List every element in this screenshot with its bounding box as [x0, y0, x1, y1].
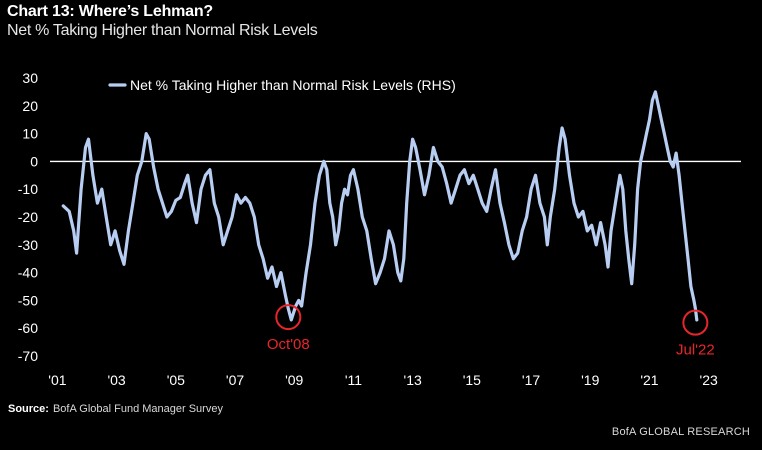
- legend-label: Net % Taking Higher than Normal Risk Lev…: [130, 77, 456, 93]
- y-tick-label: -70: [18, 348, 38, 364]
- x-tick-label: '03: [107, 372, 125, 388]
- y-tick-label: 20: [22, 98, 38, 114]
- x-tick-label: '23: [700, 372, 718, 388]
- y-tick-label: -40: [18, 265, 38, 281]
- series-line: [61, 90, 699, 322]
- source-note: Source: BofA Global Fund Manager Survey: [8, 403, 223, 415]
- y-tick-label: -60: [18, 320, 38, 336]
- y-tick-label: -20: [18, 209, 38, 225]
- y-tick-label: 30: [22, 70, 38, 86]
- x-tick-label: '07: [226, 372, 244, 388]
- x-tick-label: '21: [640, 372, 658, 388]
- y-tick-label: 0: [30, 153, 38, 169]
- x-tick-label: '01: [48, 372, 66, 388]
- y-tick-label: -30: [18, 237, 38, 253]
- annotation-label: Jul'22: [676, 342, 715, 359]
- annotation-circle: [682, 309, 709, 336]
- annotation-circle: [275, 304, 302, 331]
- source-text: BofA Global Fund Manager Survey: [52, 403, 223, 415]
- y-tick-label: -50: [18, 292, 38, 308]
- x-tick-label: '09: [285, 372, 303, 388]
- x-tick-label: '19: [581, 372, 599, 388]
- chart-subtitle: Net % Taking Higher than Normal Risk Lev…: [7, 22, 318, 39]
- annotation-label: Oct'08: [267, 336, 310, 353]
- x-tick-label: '05: [167, 372, 185, 388]
- brand-label: BofA GLOBAL RESEARCH: [611, 426, 750, 438]
- source-label: Source:: [8, 403, 49, 415]
- x-tick-label: '13: [404, 372, 422, 388]
- y-tick-label: 10: [22, 126, 38, 142]
- chart-title: Chart 13: Where’s Lehman?: [7, 3, 214, 20]
- x-tick-label: '15: [463, 372, 481, 388]
- y-tick-label: -10: [18, 181, 38, 197]
- x-tick-label: '17: [522, 372, 540, 388]
- x-tick-label: '11: [345, 372, 362, 388]
